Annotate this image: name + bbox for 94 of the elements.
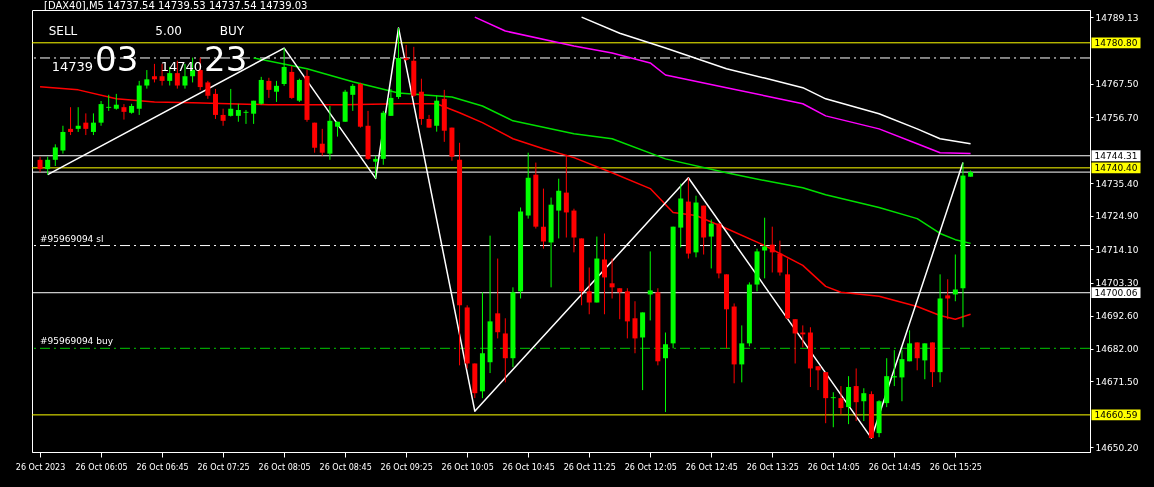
x-tick-label: 26 Oct 10:45 [502, 462, 555, 472]
candlestick [350, 83, 356, 112]
y-tick-label: 14650.20 [1095, 442, 1139, 453]
candlestick [220, 108, 226, 127]
candlestick [899, 349, 905, 402]
candlestick [914, 341, 920, 371]
y-tick-label: 14789.13 [1095, 12, 1139, 23]
candlestick [556, 178, 562, 239]
line-series [252, 57, 972, 245]
x-tick-label: 26 Oct 11:25 [563, 462, 616, 472]
x-tick-label: 26 Oct 14:45 [868, 462, 921, 472]
ref-line-label: 14780.80 [1094, 37, 1138, 48]
candlestick [52, 143, 58, 167]
ref-line-label: 14740.40 [1094, 162, 1138, 173]
candlestick [647, 250, 653, 321]
candlestick [243, 109, 249, 125]
chart-title: [DAX40],M5 14737.54 14739.53 14737.54 14739.03 [44, 0, 308, 11]
x-tick-label: 26 Oct 13:25 [746, 462, 799, 472]
candlestick [838, 385, 844, 415]
annotation: BUY [219, 24, 245, 38]
y-tick-label: 14682.00 [1095, 344, 1139, 355]
candlestick [281, 47, 287, 87]
annotation: SELL [48, 24, 78, 38]
candlestick [861, 387, 867, 422]
candlestick [68, 106, 74, 136]
x-tick-label: 26 Oct 09:25 [380, 462, 433, 472]
x-tick-label: 26 Oct 06:45 [136, 462, 189, 472]
y-tick-label: 14671.50 [1095, 376, 1139, 387]
candlestick [60, 125, 66, 155]
candlestick [106, 94, 112, 112]
annotation: 5.00 [155, 24, 182, 38]
ref-line-label: 14660.59 [1094, 409, 1138, 420]
candlestick [373, 155, 379, 179]
candlestick [830, 391, 836, 428]
candlestick [563, 154, 569, 238]
candlestick [83, 112, 89, 136]
ref-line-label: 14744.31 [1094, 150, 1138, 161]
ref-line-label: 14700.06 [1094, 287, 1138, 298]
candlestick [815, 365, 821, 391]
x-tick-label: 26 Oct 15:25 [929, 462, 982, 472]
x-tick-label: 26 Oct 2023 [15, 462, 66, 472]
candlestick [388, 88, 394, 117]
candlestick [853, 367, 859, 422]
candlestick [662, 332, 668, 413]
candlestick [617, 287, 623, 320]
candlestick [151, 63, 157, 83]
candlestick [144, 69, 150, 90]
candlestick [586, 267, 592, 315]
candlestick [632, 300, 638, 354]
candlestick [495, 258, 501, 339]
candlestick [319, 128, 325, 157]
candlestick [296, 78, 302, 103]
candlestick [266, 77, 272, 99]
candlestick [922, 342, 928, 380]
y-tick-label: 14724.90 [1095, 211, 1139, 222]
y-tick-label: 14703.30 [1095, 278, 1139, 289]
annotation: 14739 [51, 59, 93, 74]
x-tick-label: 26 Oct 12:05 [624, 462, 677, 472]
candlestick [75, 106, 81, 133]
candlestick [792, 318, 798, 364]
candlestick [274, 80, 279, 103]
candlestick [98, 100, 104, 127]
candlestick [846, 375, 852, 425]
candlestick [601, 232, 607, 315]
x-tick-label: 26 Oct 10:05 [441, 462, 494, 472]
ref-line-label: #95969094 sl [40, 233, 104, 244]
candlestick [762, 217, 768, 279]
annotation: 03 [95, 39, 139, 79]
candlestick [540, 188, 546, 250]
x-tick-label: 26 Oct 12:45 [685, 462, 738, 472]
x-tick-label: 26 Oct 08:45 [319, 462, 372, 472]
annotation: 23 [204, 39, 248, 79]
line-series [474, 16, 972, 155]
candlestick [769, 226, 775, 273]
y-tick-label: 14756.70 [1095, 112, 1139, 123]
candlestick [739, 324, 745, 383]
y-tick-label: 14735.40 [1095, 178, 1139, 189]
candlestick [708, 219, 714, 269]
y-tick-label: 14714.10 [1095, 244, 1139, 255]
candlestick [258, 76, 264, 106]
candlestick [777, 240, 783, 277]
x-tick-label: 26 Oct 07:25 [197, 462, 250, 472]
x-tick-label: 26 Oct 06:05 [75, 462, 128, 472]
candlestick [121, 103, 127, 121]
y-tick-label: 14692.60 [1095, 311, 1139, 322]
ref-line-label: #95969094 buy [40, 336, 114, 347]
x-tick-label: 26 Oct 08:05 [258, 462, 311, 472]
candlestick [136, 80, 142, 116]
candlestick [228, 88, 234, 117]
candlestick [907, 329, 913, 362]
candlestick [609, 258, 615, 299]
y-tick-label: 14767.50 [1095, 79, 1139, 90]
candlestick [90, 112, 96, 136]
x-tick-label: 26 Oct 14:05 [807, 462, 860, 472]
